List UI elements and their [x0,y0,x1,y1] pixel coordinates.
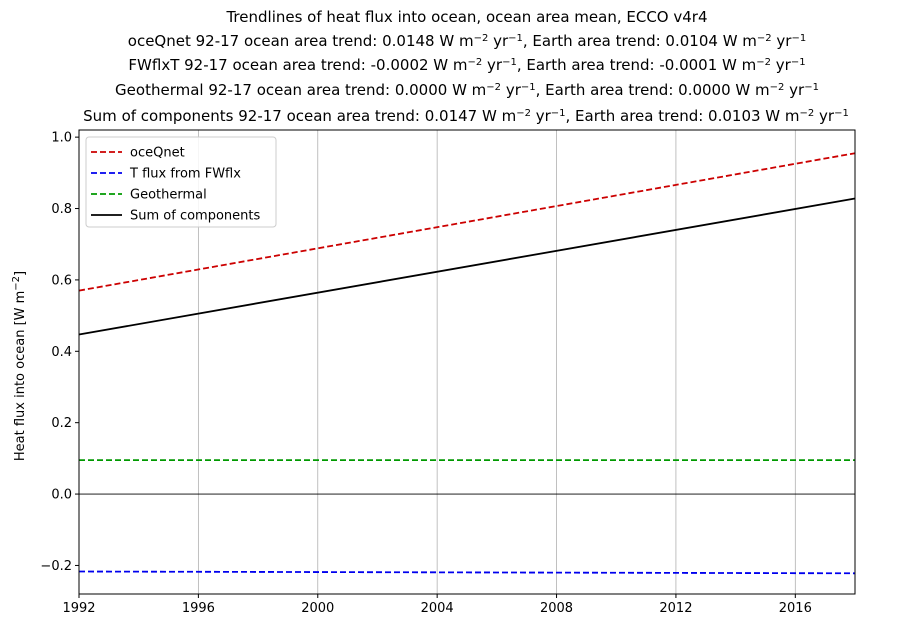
y-tick-label: 1.0 [51,131,72,146]
legend-entry-label: T flux from FWflx [129,167,241,182]
chart-title-line: FWflxT 92-17 ocean area trend: -0.0002 W… [128,56,805,74]
y-tick-label: 0.8 [51,202,72,217]
y-tick-label: 0.4 [51,345,72,360]
legend-entry-label: Geothermal [130,188,207,203]
x-tick-label: 2000 [301,601,334,616]
y-axis-label: Heat flux into ocean [W m−2] [11,271,29,461]
legend-box [85,136,277,228]
chart-title-line: Sum of components 92-17 ocean area trend… [83,107,849,125]
chart-titles: Trendlines of heat flux into ocean, ocea… [83,8,849,125]
x-tick-label: 1992 [62,601,95,616]
series-line-sum-of-components [78,197,856,336]
x-tick-label: 2016 [779,601,812,616]
x-tick-label: 2004 [421,601,454,616]
chart-title-line: oceQnet 92-17 ocean area trend: 0.0148 W… [128,32,806,50]
series-lines [78,152,856,575]
chart-title-line: Geothermal 92-17 ocean area trend: 0.000… [115,81,819,99]
y-axis-ticks: −0.2 0.0 0.2 0.4 0.6 0.8 1.0 [40,131,79,574]
x-axis-ticks: 1992 1996 2000 2004 2008 2012 2016 [62,594,812,616]
x-tick-label: 2012 [659,601,692,616]
chart-title-line: Trendlines of heat flux into ocean, ocea… [225,8,707,26]
legend-entry-label: oceQnet [130,146,185,161]
x-gridlines [197,130,796,594]
series-line-oceqnet [78,152,856,292]
y-tick-label: 0.6 [51,273,72,288]
legend: oceQnet T flux from FWflx Geothermal Sum of… [85,136,277,228]
plot-frame [78,129,856,595]
y-tick-label: −0.2 [40,559,72,574]
legend-entry-label: Sum of components [130,209,260,224]
x-tick-label: 1996 [182,601,215,616]
y-tick-label: 0.2 [51,416,72,431]
x-tick-label: 2008 [540,601,573,616]
series-line-t-flux-from-fwflx [78,570,856,575]
y-tick-label: 0.0 [51,488,72,503]
